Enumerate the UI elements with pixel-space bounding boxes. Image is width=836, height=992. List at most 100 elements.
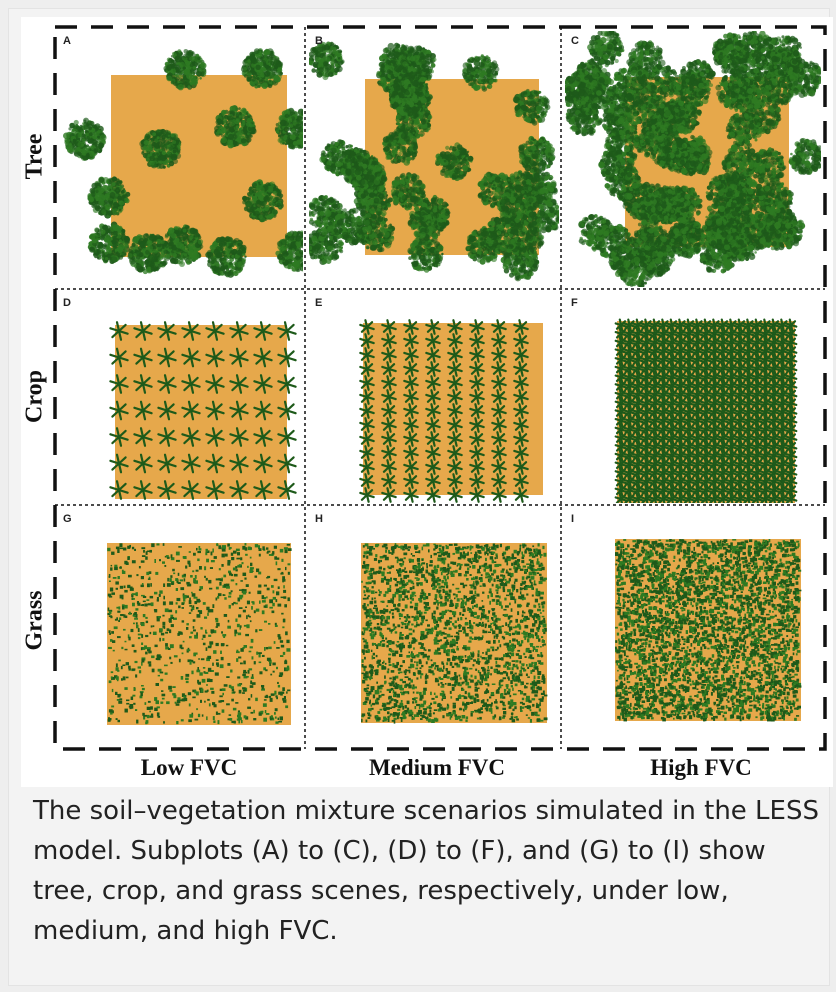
crop-plant [708, 475, 721, 489]
tree-crown [587, 31, 625, 68]
tree-crown [668, 218, 706, 258]
crop-plant [657, 344, 670, 358]
crop-plant [776, 344, 789, 358]
crop-plant [750, 422, 764, 436]
crop-plant [742, 483, 755, 497]
crop-plant [708, 483, 721, 497]
crop-plant [657, 422, 670, 436]
tree-crown [399, 45, 437, 83]
crop-plant [733, 318, 747, 332]
crop-plant [725, 327, 738, 341]
crop-plant [708, 370, 721, 384]
crop-plant [229, 374, 249, 394]
crop-plant [425, 333, 441, 349]
crop-plant [682, 449, 696, 462]
crop-plant [716, 492, 730, 503]
crop-plant [381, 459, 397, 475]
crop-plant [776, 318, 789, 332]
crop-plant [674, 449, 687, 462]
crop-plant [725, 405, 738, 419]
crop-plant [109, 453, 129, 474]
crop-plant [784, 318, 798, 332]
grid-frame [53, 25, 827, 751]
crop-plant [725, 396, 738, 410]
crop-plant [674, 361, 687, 376]
crop-plant [742, 318, 755, 332]
crop-plant [733, 414, 747, 428]
crop-plant [759, 483, 772, 497]
crop-plant [491, 361, 507, 377]
crop-plant [699, 475, 713, 489]
crop-plant [640, 353, 653, 367]
crop-plant [742, 449, 755, 462]
crop-plant [277, 480, 297, 500]
crop-plant [691, 431, 704, 445]
crop-plant [708, 414, 721, 428]
crop-plant [614, 370, 628, 384]
crop-plant [776, 335, 789, 349]
crop-plant [776, 431, 789, 445]
crop-plant [699, 405, 713, 419]
crop-plant [381, 361, 397, 377]
crop-plant [784, 414, 798, 428]
crop-plant [674, 431, 687, 445]
crop-plant [513, 375, 529, 391]
crop-plant [623, 449, 636, 462]
crop-plant [716, 466, 730, 480]
crop-plant [708, 388, 721, 402]
crop-plant [708, 396, 721, 410]
panel-letter-a: A [63, 35, 71, 47]
crop-plant [181, 321, 201, 341]
crop-plant [425, 389, 441, 405]
tree-crown [274, 107, 303, 150]
crop-plant [699, 335, 713, 349]
tree-crown [608, 241, 646, 279]
crop-plant [767, 483, 781, 497]
crop-plant [623, 492, 636, 503]
crop-plant [750, 475, 764, 489]
crop-plant [750, 335, 764, 349]
crop-plant [674, 379, 687, 393]
crop-plant [157, 374, 177, 394]
panel-letter-i: I [571, 513, 574, 525]
crop-plant [767, 379, 781, 393]
crop-plant [767, 361, 781, 376]
crop-plant [513, 473, 529, 489]
crop-plant [648, 379, 662, 393]
crop-plant [491, 487, 507, 503]
soil-background [107, 543, 291, 725]
crop-plant [750, 457, 764, 471]
crop-plant [699, 414, 713, 428]
crop-plant [759, 449, 772, 462]
crop-plant [657, 475, 670, 489]
scene-grass-high [615, 539, 802, 722]
crop-plant [691, 344, 704, 358]
crop-plant [767, 396, 781, 410]
crop-plant [623, 335, 636, 349]
tree-crown [242, 179, 284, 223]
crop-plant [759, 379, 772, 393]
crop-plant [277, 400, 297, 421]
crop-plant [674, 353, 687, 367]
crop-plant [623, 475, 636, 489]
crop-plant [699, 327, 713, 341]
crop-plant [767, 344, 781, 358]
crop-plant [425, 445, 441, 461]
crop-plant [447, 319, 463, 335]
col-label-low: Low FVC [79, 755, 299, 781]
crop-plant [277, 321, 297, 341]
crop-plant [682, 335, 696, 349]
crop-plant [157, 480, 177, 500]
crop-plant [665, 370, 679, 384]
crop-plant [623, 396, 636, 410]
panel-letter-g: G [63, 513, 72, 525]
crop-plant [381, 473, 397, 489]
figure: Tree Crop Grass A B C D E F G H I Low FV… [21, 17, 833, 787]
crop-plant [447, 389, 463, 405]
crop-plant [133, 347, 153, 368]
crop-plant [133, 400, 153, 421]
tree-crown [512, 88, 551, 126]
crop-plant [631, 422, 645, 436]
crop-plant [716, 379, 730, 393]
crop-plant [665, 483, 679, 497]
